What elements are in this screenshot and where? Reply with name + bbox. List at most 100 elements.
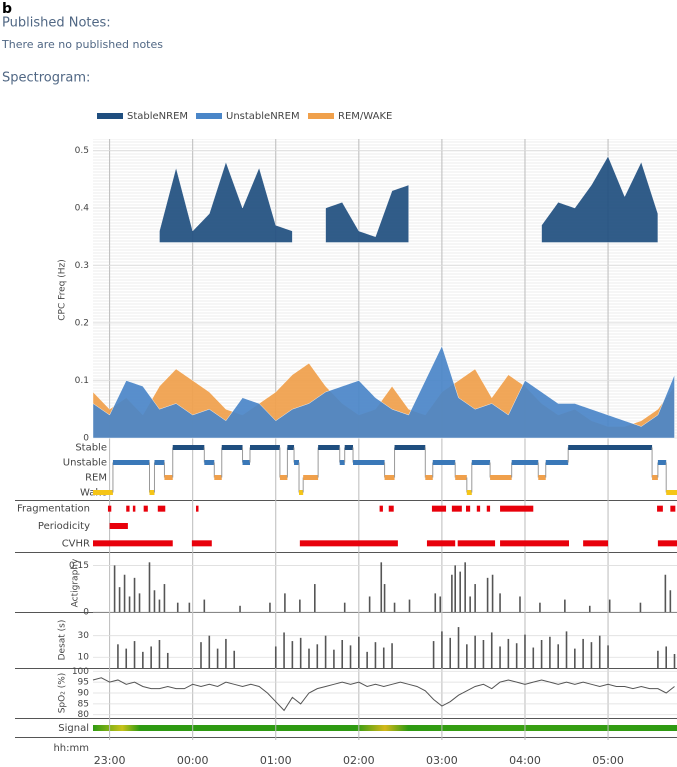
x-tick-label: 00:00 [177,754,209,767]
y-tick-label: 0.1 [75,376,89,386]
event-interval [657,505,663,512]
section-title: Spectrogram: [2,71,90,86]
legend-label: REM/WAKE [338,111,392,122]
spectral-area [92,345,675,439]
stage-segment [299,490,304,495]
legend-label: StableNREM [127,111,188,122]
stage-segment [221,445,243,450]
y-tick-label: 0 [83,434,89,444]
stage-segment [204,460,215,465]
event-label: Fragmentation [17,504,90,515]
legend-swatch [97,113,123,119]
event-interval [583,540,609,547]
y-tick-label: 10 [78,653,90,663]
stage-segment [294,460,300,465]
y-axis-title: SpO₂ (%) [58,673,68,714]
y-tick-label: 95 [78,678,89,688]
stage-segment [172,445,205,450]
stage-segment [339,460,345,465]
stage-segment [93,490,113,495]
stage-segment [303,475,319,480]
stage-segment [279,475,288,480]
event-interval [457,540,496,547]
stage-segment [149,490,155,495]
stage-segment [425,475,433,480]
stage-segment [490,475,512,480]
stage-segment [471,460,491,465]
event-interval [93,540,173,547]
x-tick-label: 05:00 [592,754,624,767]
event-interval [109,523,128,529]
line [92,677,675,712]
stage-segment [568,445,653,450]
event-interval [670,505,676,512]
event-interval [299,540,398,547]
legend-swatch [308,113,334,119]
y-axis-title: Desat (s) [58,620,68,661]
y-tick-label: 0.3 [75,261,89,271]
stage-segment [318,445,340,450]
stage-segment [538,475,546,480]
stage-segment [353,460,385,465]
stage-segment [455,475,467,480]
y-axis-title: CPC Freq (Hz) [58,259,68,321]
y-axis-title: Actigraphy [71,558,81,607]
event-interval [157,505,166,512]
stage-segment [432,460,456,465]
event-interval [426,540,456,547]
stage-segment [384,475,395,480]
event-interval [196,505,199,512]
stage-label: REM [85,473,107,484]
y-tick-label: 80 [78,710,90,720]
stage-segment [344,445,354,450]
legend-swatch [196,113,222,119]
event-interval [500,540,570,547]
stage-segment [154,460,165,465]
panel-letter: b [2,1,12,17]
event-interval [476,505,481,512]
y-tick-label: 0.5 [75,146,89,156]
stage-segment [666,490,677,495]
event-interval [379,505,383,512]
event-interval [657,540,677,547]
stage-segment [466,490,472,495]
stage-segment [164,475,173,480]
legend-label: UnstableNREM [226,111,300,122]
y-tick-label: 0 [83,608,89,618]
signal-quality-bar [93,725,677,731]
event-interval [431,505,447,512]
event-interval [107,505,112,512]
stage-segment [652,475,658,480]
y-tick-label: 0.2 [75,319,89,329]
notes-title: Published Notes: [2,16,111,31]
stage-segment [657,460,667,465]
signal-label: Signal [58,723,89,734]
y-tick-label: 100 [72,667,89,677]
y-tick-label: 90 [78,689,90,699]
x-tick-label: 04:00 [509,754,541,767]
x-axis-title: hh:mm [53,743,89,754]
event-interval [486,505,491,512]
event-label: Periodicity [38,521,90,532]
event-label: CVHR [62,538,90,549]
event-interval [500,505,534,512]
stage-label: Stable [75,443,107,454]
stage-segment [394,445,426,450]
stage-segment [214,475,222,480]
event-interval [465,505,471,512]
event-interval [388,505,394,512]
stage-label: Unstable [63,458,107,469]
stage-segment [242,460,251,465]
stage-segment [250,445,280,450]
x-tick-label: 23:00 [94,754,126,767]
y-tick-label: 85 [78,699,89,709]
event-interval [451,505,462,512]
event-interval [191,540,212,547]
y-tick-label: 30 [78,631,90,641]
stage-segment [511,460,539,465]
x-tick-label: 03:00 [426,754,458,767]
event-interval [143,505,148,512]
event-interval [126,505,130,512]
x-tick-label: 01:00 [260,754,292,767]
x-tick-label: 02:00 [343,754,375,767]
